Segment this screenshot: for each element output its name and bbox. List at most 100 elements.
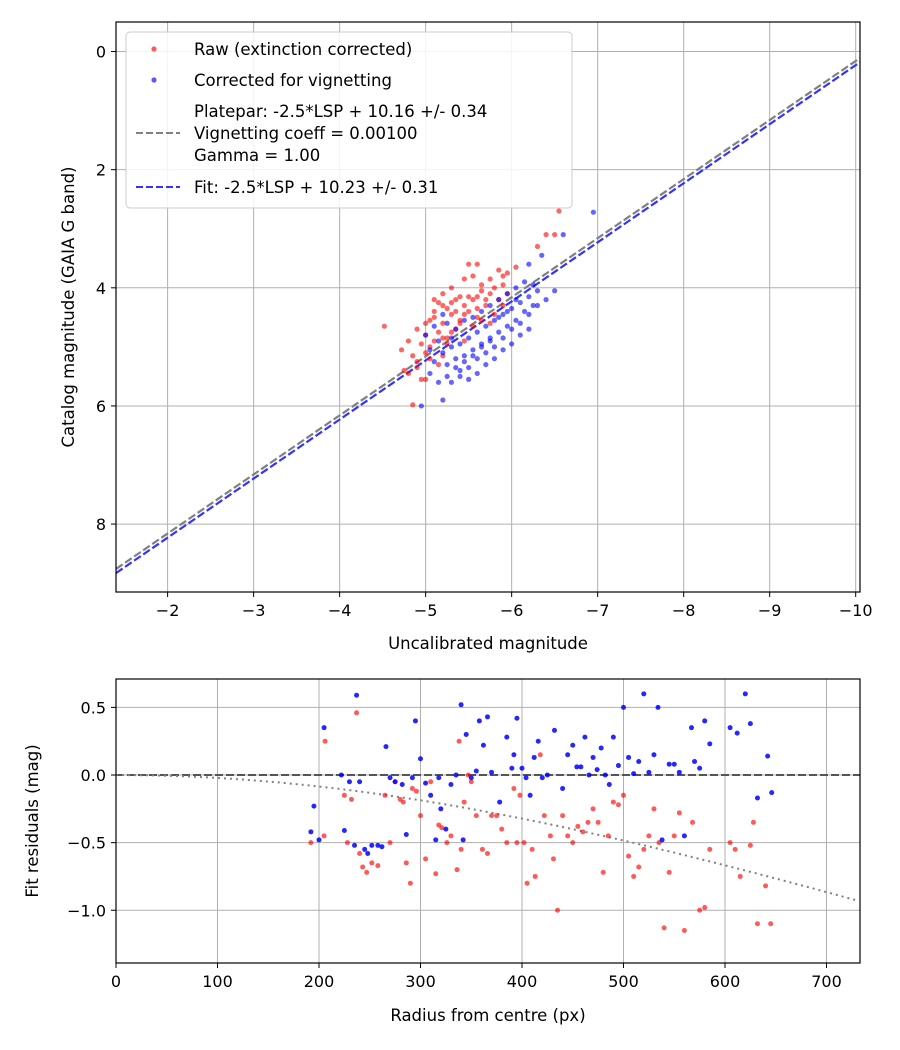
bottom-point-raw [570, 840, 576, 846]
top-point-raw [414, 359, 420, 365]
top-point-corrected [470, 347, 476, 353]
top-point-corrected [466, 335, 472, 341]
top-point-corrected [466, 364, 472, 371]
top-x-tick-label: −2 [156, 601, 180, 620]
bottom-point-corrected [671, 761, 677, 767]
bottom-point-corrected [631, 771, 637, 777]
bottom-point-corrected [463, 731, 469, 737]
bottom-point-corrected [641, 691, 647, 697]
bottom-point-corrected [316, 837, 322, 843]
bottom-point-corrected [590, 754, 596, 760]
bottom-point-corrected [484, 714, 490, 720]
bottom-point-corrected [692, 758, 698, 764]
bottom-chart-frame [115, 678, 861, 964]
bottom-point-corrected [352, 842, 358, 848]
bottom-point-corrected [418, 756, 424, 762]
top-point-corrected [435, 379, 442, 385]
bottom-point-corrected [438, 806, 444, 812]
top-point-raw [440, 291, 446, 297]
bottom-point-corrected [578, 764, 584, 770]
bottom-point-corrected [473, 768, 479, 774]
top-point-raw [483, 297, 489, 303]
bottom-point-corrected [409, 775, 415, 781]
top-point-corrected [461, 317, 467, 323]
legend-box [125, 31, 573, 209]
top-point-raw [431, 338, 437, 344]
bottom-point-corrected [527, 792, 533, 798]
top-point-raw [423, 350, 429, 356]
bottom-point-corrected [551, 727, 557, 733]
top-point-corrected [526, 261, 532, 267]
top-point-corrected [440, 350, 446, 356]
top-point-corrected [453, 326, 459, 332]
bottom-point-corrected [646, 769, 652, 775]
top-point-raw [457, 294, 463, 300]
bottom-point-corrected [519, 765, 525, 771]
top-x-tick-label: −8 [672, 601, 696, 620]
top-point-corrected [513, 285, 519, 291]
bottom-point-corrected [681, 833, 687, 839]
top-point-raw [487, 320, 493, 326]
bottom-point-corrected [497, 799, 503, 805]
top-chart-x-axis-label: Uncalibrated magnitude [388, 634, 588, 653]
bottom-point-corrected [615, 763, 621, 769]
bottom-point-corrected [565, 752, 571, 758]
top-point-corrected [504, 291, 510, 297]
bottom-point-corrected [448, 781, 454, 787]
bottom-point-raw [360, 864, 366, 870]
bottom-point-raw [418, 813, 424, 819]
top-point-raw [552, 232, 558, 238]
bottom-x-tick-label: 600 [710, 972, 741, 991]
top-point-corrected [509, 341, 515, 347]
bottom-point-raw [321, 833, 327, 839]
bottom-point-raw [595, 819, 601, 825]
top-point-raw [483, 302, 489, 309]
bottom-point-raw [747, 842, 753, 848]
bottom-point-corrected [311, 803, 317, 809]
bottom-x-tick-label: 300 [405, 972, 436, 991]
bottom-point-corrected [460, 837, 466, 843]
top-point-corrected [590, 209, 596, 215]
top-point-corrected [483, 350, 489, 356]
top-chart-y-ticks: 0 2 4 6 8 [96, 43, 116, 534]
top-point-corrected [521, 308, 528, 315]
top-point-corrected [491, 317, 498, 323]
bottom-point-corrected [436, 775, 442, 781]
top-line-platepar [115, 57, 861, 570]
top-point-raw [474, 294, 480, 300]
bottom-point-raw [403, 860, 409, 866]
bottom-point-raw [407, 880, 413, 886]
top-point-corrected [478, 308, 485, 315]
top-point-corrected [504, 308, 510, 315]
bottom-x-tick-label: 500 [608, 972, 639, 991]
top-point-raw [448, 329, 455, 335]
top-point-raw [435, 329, 442, 335]
top-point-raw [414, 364, 420, 371]
bottom-point-raw [565, 833, 571, 839]
bottom-point-corrected [697, 765, 703, 771]
top-point-corrected [478, 344, 485, 350]
top-point-corrected [496, 329, 502, 335]
bottom-point-corrected [412, 718, 418, 724]
bottom-point-corrected [769, 790, 775, 796]
top-point-raw [504, 270, 510, 276]
bottom-point-raw [461, 799, 467, 805]
bottom-point-raw [727, 840, 733, 846]
top-point-raw [487, 276, 493, 282]
top-point-raw [474, 305, 480, 312]
bottom-point-raw [473, 813, 479, 819]
bottom-point-corrected [379, 844, 385, 850]
bottom-point-corrected [514, 715, 520, 721]
top-point-raw [474, 314, 480, 320]
bottom-point-corrected [357, 779, 363, 785]
top-point-raw [500, 282, 506, 288]
bottom-point-raw [585, 819, 591, 825]
bottom-point-corrected [523, 775, 529, 781]
bottom-point-corrected [458, 702, 464, 708]
bottom-point-raw [499, 826, 505, 832]
bottom-point-corrected [742, 691, 748, 697]
legend-marker-raw [151, 46, 157, 52]
top-point-raw [478, 317, 485, 323]
bottom-y-tick-label: −0.5 [67, 834, 106, 853]
